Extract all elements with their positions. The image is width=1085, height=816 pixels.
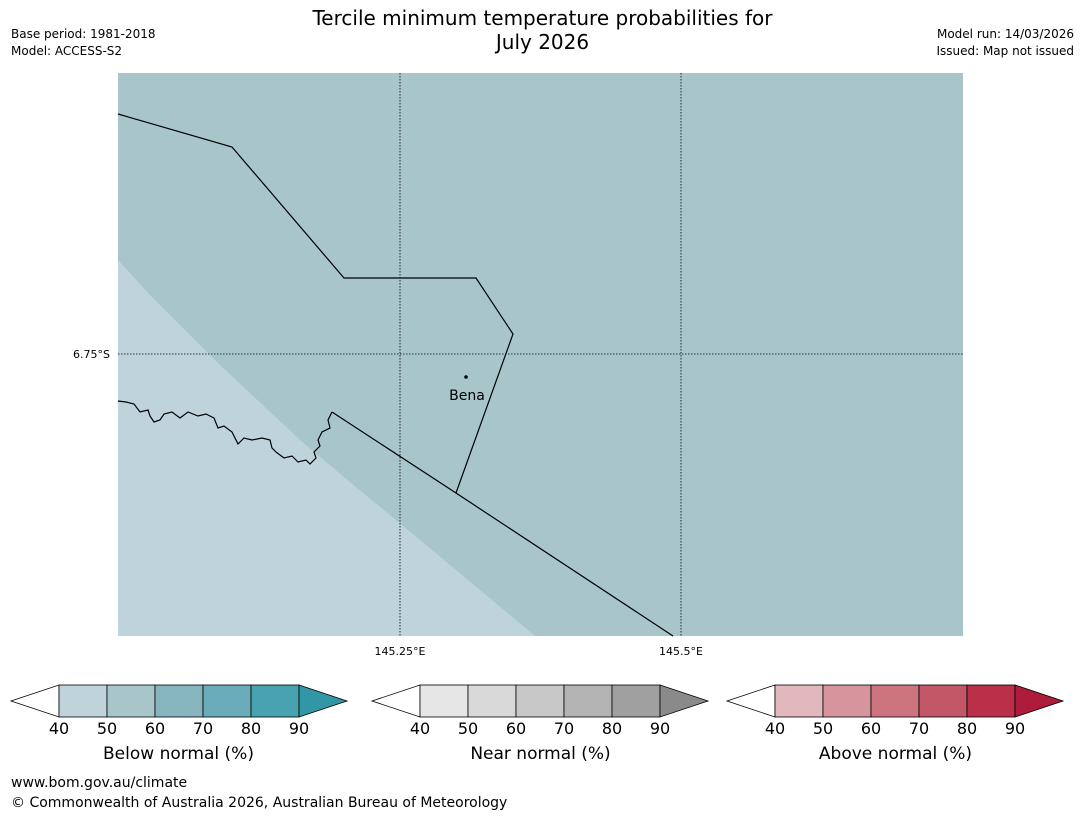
place-marker bbox=[464, 375, 468, 379]
province-border bbox=[117, 113, 514, 494]
legend-near-segment bbox=[419, 684, 469, 718]
legend-above-tick: 50 bbox=[813, 719, 833, 738]
footer-copyright: © Commonwealth of Australia 2026, Austra… bbox=[11, 795, 508, 811]
model-run-text: Model run: 14/03/2026 bbox=[936, 27, 1074, 41]
lat-label: 6.75°S bbox=[73, 348, 110, 361]
legend-near-segment bbox=[563, 684, 613, 718]
legend-above-segment bbox=[822, 684, 872, 718]
lon-label-2: 145.5°E bbox=[659, 645, 703, 658]
legend-below-tick: 70 bbox=[193, 719, 213, 738]
legend-above-tick: 60 bbox=[861, 719, 881, 738]
legend-near-high-arrow bbox=[659, 684, 710, 718]
legend-below-tick: 60 bbox=[145, 719, 165, 738]
legend-above-segment bbox=[966, 684, 1016, 718]
legend-below-low-arrow bbox=[9, 684, 60, 718]
legend-below-tick: 90 bbox=[289, 719, 309, 738]
map-title-line2: July 2026 bbox=[495, 30, 590, 54]
base-period-text: Base period: 1981-2018 bbox=[11, 27, 156, 41]
model-text: Model: ACCESS-S2 bbox=[11, 44, 123, 58]
legend-above-tick: 80 bbox=[957, 719, 977, 738]
legend-near-segment bbox=[467, 684, 517, 718]
legend-near-tick: 40 bbox=[410, 719, 430, 738]
legend-near-label: Near normal (%) bbox=[470, 744, 611, 764]
legend-above-low-arrow bbox=[725, 684, 776, 718]
legend-near-tick: 80 bbox=[602, 719, 622, 738]
legend-near-segment bbox=[611, 684, 661, 718]
map-title-line1: Tercile minimum temperature probabilitie… bbox=[312, 6, 773, 30]
legend-above-segment bbox=[870, 684, 920, 718]
legend-below-segment bbox=[58, 684, 108, 718]
legend-above-segment bbox=[774, 684, 824, 718]
legend-below-tick: 40 bbox=[49, 719, 69, 738]
legend-above-tick: 40 bbox=[765, 719, 785, 738]
place-label: Bena bbox=[449, 388, 485, 404]
issued-text: Issued: Map not issued bbox=[936, 44, 1074, 58]
river-line bbox=[117, 400, 333, 465]
legend-near-tick: 50 bbox=[458, 719, 478, 738]
legend-below-tick: 50 bbox=[97, 719, 117, 738]
legend-above-tick: 90 bbox=[1005, 719, 1025, 738]
meta-left: Base period: 1981-2018 Model: ACCESS-S2 bbox=[11, 26, 156, 60]
meta-right: Model run: 14/03/2026 Issued: Map not is… bbox=[936, 26, 1074, 60]
legend-below-segment bbox=[106, 684, 156, 718]
legend-near-low-arrow bbox=[370, 684, 421, 718]
legend-near-tick: 90 bbox=[650, 719, 670, 738]
legend-below-tick: 80 bbox=[241, 719, 261, 738]
map-region-light bbox=[118, 260, 535, 636]
legend-below-segment bbox=[250, 684, 300, 718]
legend-below-segment bbox=[202, 684, 252, 718]
legend-below-label: Below normal (%) bbox=[103, 744, 254, 764]
legend-below-segment bbox=[154, 684, 204, 718]
legends: 40 50 60 70 80 90 40 50 60 70 80 90 40 50 60 70 80 90 bbox=[9, 684, 1065, 738]
province-border-south bbox=[331, 411, 674, 637]
lon-label-1: 145.25°E bbox=[375, 645, 426, 658]
map-title: Tercile minimum temperature probabilitie… bbox=[0, 6, 1085, 54]
legend-near-tick: 60 bbox=[506, 719, 526, 738]
legend-near-tick: 70 bbox=[554, 719, 574, 738]
legend-below-high-arrow bbox=[298, 684, 349, 718]
legend-above-tick: 70 bbox=[909, 719, 929, 738]
legend-near-segment bbox=[515, 684, 565, 718]
legend-above-segment bbox=[918, 684, 968, 718]
footer-url: www.bom.gov.au/climate bbox=[11, 775, 188, 791]
legend-above-label: Above normal (%) bbox=[818, 744, 973, 764]
legend-above-high-arrow bbox=[1014, 684, 1065, 718]
